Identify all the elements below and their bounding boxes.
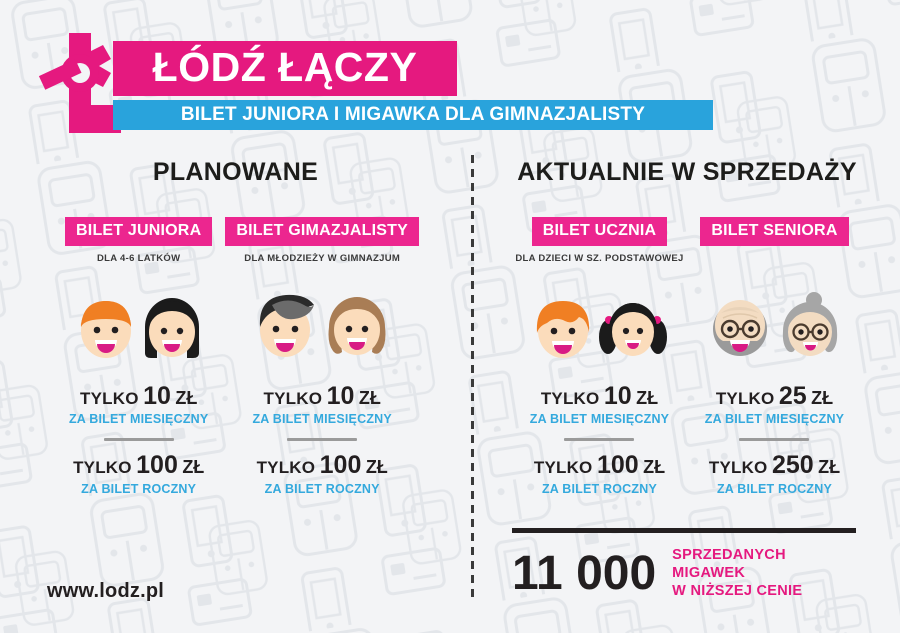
price-amount: 250 bbox=[771, 451, 814, 480]
stats-caption-line-2: MIGAWEK bbox=[672, 565, 746, 582]
price-amount: 10 bbox=[143, 382, 171, 410]
ticket-column-gimnazjalista: BILET GIMAZJALISTY DLA MŁODZIEŻY W GIMNA… bbox=[225, 217, 419, 496]
ticket-subtitle-uczen: DLA DZIECI W SZ. PODSTAWOWEJ bbox=[515, 253, 684, 264]
price-amount: 25 bbox=[778, 382, 807, 410]
price-amount: 100 bbox=[319, 451, 362, 480]
ticket-column-uczen: BILET UCZNIA DLA DZIECI W SZ. PODSTAWOWE… bbox=[512, 217, 687, 496]
price-label: TYLKO bbox=[73, 458, 132, 478]
avatar-group-junior bbox=[75, 279, 203, 361]
price-monthly-junior: TYLKO 10 ZŁ bbox=[80, 383, 197, 409]
price-label: TYLKO bbox=[540, 389, 600, 408]
page-subtitle: BILET JUNIORA I MIGAWKA DLA GIMNAZJALIST… bbox=[180, 104, 646, 125]
stats-block: 11 000 SPRZEDANYCH MIGAWEK W NIŻSZEJ CEN… bbox=[512, 528, 856, 600]
price-yearly-senior: TYLKO 250 ZŁ bbox=[709, 452, 840, 478]
schoolgirl-pigtails-avatar bbox=[598, 303, 667, 356]
page-header: ŁÓDŹ ŁĄCZY BILET JUNIORA I MIGAWKA DLA G… bbox=[0, 0, 900, 150]
stats-row: 11 000 SPRZEDANYCH MIGAWEK W NIŻSZEJ CEN… bbox=[512, 547, 856, 600]
price-label: TYLKO bbox=[263, 389, 323, 408]
header-title-bar: ŁÓDŹ ŁĄCZY bbox=[113, 41, 457, 96]
price-period-yearly: ZA BILET ROCZNY bbox=[541, 481, 657, 496]
senior-man-glasses-beard-avatar bbox=[712, 300, 767, 356]
senior-woman-glasses-bun-avatar bbox=[782, 292, 837, 356]
price-currency: ZŁ bbox=[818, 457, 841, 478]
ticket-column-senior: BILET SENIORA bbox=[687, 217, 862, 496]
avatar-group-uczen bbox=[532, 279, 668, 361]
ticket-subtitle-gimnazjalista: DLA MŁODZIEŻY W GIMNAZJUM bbox=[244, 253, 401, 264]
price-period-yearly: ZA BILET ROCZNY bbox=[716, 481, 832, 496]
price-label: TYLKO bbox=[708, 458, 768, 478]
panel-columns: BILET UCZNIA DLA DZIECI W SZ. PODSTAWOWE… bbox=[474, 217, 900, 496]
price-currency: ZŁ bbox=[182, 457, 205, 478]
price-separator bbox=[739, 438, 810, 442]
price-period-monthly: ZA BILET MIESIĘCZNY bbox=[68, 412, 209, 427]
price-monthly-gimnazjalista: TYLKO 10 ZŁ bbox=[264, 383, 381, 409]
teen-girl-brown-hair-avatar bbox=[328, 297, 386, 355]
page-title: ŁÓDŹ ŁĄCZY bbox=[152, 44, 418, 90]
price-label: TYLKO bbox=[533, 458, 593, 478]
stats-caption-line-3: W NIŻSZEJ CENIE bbox=[672, 583, 803, 600]
stats-number: 11 000 bbox=[512, 546, 657, 600]
price-amount: 100 bbox=[596, 451, 639, 480]
panel-planowane: PLANOWANE BILET JUNIORA DLA 4-6 LATKÓW bbox=[0, 158, 471, 496]
price-label: TYLKO bbox=[80, 389, 139, 408]
price-separator bbox=[103, 438, 174, 442]
panel-title-planowane: PLANOWANE bbox=[152, 158, 319, 186]
price-currency: ZŁ bbox=[643, 457, 666, 478]
price-currency: ZŁ bbox=[358, 388, 381, 408]
girl-black-hair-avatar bbox=[144, 298, 199, 358]
ticket-subtitle-junior: DLA 4-6 LATKÓW bbox=[97, 253, 181, 264]
panel-title-aktualne: AKTUALNIE W SPRZEDAŻY bbox=[517, 158, 857, 186]
ticket-badge-senior[interactable]: BILET SENIORA bbox=[700, 217, 849, 246]
boy-orange-hair-avatar bbox=[80, 301, 131, 358]
price-yearly-junior: TYLKO 100 ZŁ bbox=[73, 452, 204, 478]
stats-caption: SPRZEDANYCH MIGAWEK W NIŻSZEJ CENIE bbox=[672, 547, 802, 600]
price-yearly-gimnazjalista: TYLKO 100 ZŁ bbox=[257, 452, 388, 478]
ticket-badge-junior[interactable]: BILET JUNIORA bbox=[65, 217, 213, 246]
price-period-yearly: ZA BILET ROCZNY bbox=[81, 481, 197, 496]
price-yearly-uczen: TYLKO 100 ZŁ bbox=[534, 452, 665, 478]
price-separator bbox=[287, 438, 358, 442]
ticket-badge-uczen[interactable]: BILET UCZNIA bbox=[531, 217, 668, 246]
vertical-dashed-divider bbox=[471, 155, 474, 603]
schoolboy-orange-hair-avatar bbox=[536, 301, 589, 358]
price-separator bbox=[564, 438, 635, 442]
price-group-junior: TYLKO 10 ZŁ ZA BILET MIESIĘCZNY TYLKO 10… bbox=[69, 383, 208, 496]
price-amount: 100 bbox=[136, 451, 178, 480]
price-currency: ZŁ bbox=[365, 457, 388, 478]
price-amount: 10 bbox=[326, 382, 355, 410]
price-period-monthly: ZA BILET MIESIĘCZNY bbox=[704, 412, 845, 427]
price-label: TYLKO bbox=[256, 458, 316, 478]
panel-aktualnie-w-sprzedazy: AKTUALNIE W SPRZEDAŻY BILET UCZNIA DLA D… bbox=[474, 158, 900, 496]
price-period-monthly: ZA BILET MIESIĘCZNY bbox=[252, 412, 392, 427]
lodz-lacki-logo-icon bbox=[38, 33, 121, 133]
teen-boy-dark-hair-avatar bbox=[260, 294, 315, 357]
price-currency: ZŁ bbox=[175, 388, 198, 408]
price-monthly-uczen: TYLKO 10 ZŁ bbox=[541, 383, 658, 409]
ticket-column-junior: BILET JUNIORA DLA 4-6 LATKÓW bbox=[52, 217, 225, 496]
stats-divider-rule bbox=[512, 528, 856, 533]
price-period-monthly: ZA BILET MIESIĘCZNY bbox=[529, 412, 670, 427]
price-label: TYLKO bbox=[715, 389, 775, 408]
price-monthly-senior: TYLKO 25 ZŁ bbox=[716, 383, 833, 409]
price-currency: ZŁ bbox=[636, 388, 659, 408]
price-currency: ZŁ bbox=[811, 388, 834, 408]
website-url[interactable]: www.lodz.pl bbox=[47, 580, 165, 602]
price-amount: 10 bbox=[603, 382, 632, 410]
panel-columns: BILET JUNIORA DLA 4-6 LATKÓW bbox=[0, 217, 471, 496]
price-group-senior: TYLKO 25 ZŁ ZA BILET MIESIĘCZNY TYLKO 25… bbox=[705, 383, 844, 496]
ticket-badge-gimnazjalista[interactable]: BILET GIMAZJALISTY bbox=[225, 217, 419, 246]
header-subtitle-bar: BILET JUNIORA I MIGAWKA DLA GIMNAZJALIST… bbox=[113, 100, 713, 130]
avatar-group-gimnazjalista bbox=[254, 279, 390, 361]
price-period-yearly: ZA BILET ROCZNY bbox=[264, 481, 380, 496]
stats-caption-line-1: SPRZEDANYCH bbox=[672, 547, 786, 563]
price-group-uczen: TYLKO 10 ZŁ ZA BILET MIESIĘCZNY TYLKO 10… bbox=[530, 383, 669, 496]
avatar-group-senior bbox=[707, 279, 843, 361]
price-group-gimnazjalista: TYLKO 10 ZŁ ZA BILET MIESIĘCZNY TYLKO 10… bbox=[252, 383, 391, 496]
